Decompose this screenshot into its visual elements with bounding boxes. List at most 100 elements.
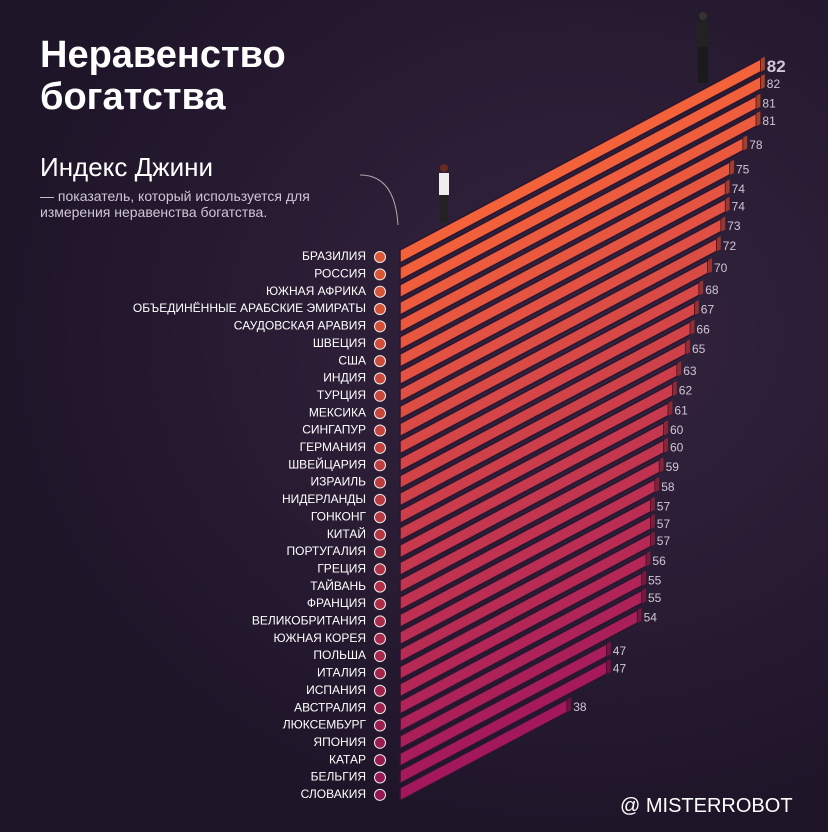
bar-end: [725, 196, 730, 212]
bar-end: [637, 607, 642, 623]
value-label: 57: [657, 534, 671, 548]
bar-end: [650, 514, 655, 530]
bar-end: [694, 299, 699, 315]
value-label: 47: [613, 644, 627, 658]
category-label: ГОНКОНГ: [311, 509, 367, 523]
value-label: 55: [648, 574, 662, 588]
value-label: 75: [736, 163, 750, 177]
bar-end: [664, 420, 668, 436]
flag: [374, 615, 386, 628]
category-label: ПОРТУГАЛИЯ: [286, 544, 366, 558]
flag: [374, 736, 386, 749]
bar-end: [650, 496, 655, 512]
category-label: ГЕРМАНИЯ: [300, 440, 366, 454]
flag: [374, 337, 386, 350]
value-label: 38: [573, 700, 587, 714]
bar-end: [655, 477, 660, 493]
bar-end: [690, 319, 695, 335]
bar-end: [730, 159, 734, 175]
bar-end: [756, 111, 761, 127]
category-label: РОССИЯ: [314, 267, 366, 281]
category-label: КИТАЙ: [327, 526, 366, 541]
value-label: 60: [670, 423, 684, 437]
bar-end: [677, 361, 682, 377]
value-label: 56: [652, 554, 666, 568]
flag: [374, 650, 386, 663]
value-label: 62: [679, 384, 693, 398]
value-label: 54: [644, 611, 658, 625]
value-label: 59: [666, 460, 680, 474]
value-label: 82: [767, 57, 786, 76]
value-label: 60: [670, 440, 684, 454]
category-label: ФРАНЦИЯ: [307, 596, 366, 610]
bar-end: [721, 216, 726, 232]
flag: [374, 389, 386, 402]
bar-end: [743, 135, 748, 151]
value-label: 63: [683, 364, 697, 378]
category-label: МЕКСИКА: [309, 405, 366, 419]
pointer: [359, 174, 399, 226]
bar-end: [642, 588, 646, 604]
flag: [374, 459, 386, 472]
flag: [374, 580, 386, 593]
flag: [374, 684, 386, 697]
category-label: ТАЙВАНЬ: [310, 578, 366, 593]
category-label: ГРЕЦИЯ: [317, 561, 366, 575]
category-label: ЮЖНАЯ АФРИКА: [266, 284, 366, 298]
category-label: БЕЛЬГИЯ: [311, 770, 366, 784]
person-small: [439, 164, 449, 223]
category-label: СИНГАПУР: [302, 423, 366, 437]
person-tall: [697, 12, 709, 83]
flag: [374, 511, 386, 524]
flag: [374, 545, 386, 558]
bar-end: [606, 641, 611, 657]
flag: [374, 407, 386, 420]
category-label: СЛОВАКИЯ: [301, 787, 366, 801]
value-label: 66: [696, 322, 710, 336]
bar-end: [646, 551, 651, 567]
value-label: 73: [727, 219, 741, 233]
category-label: АВСТРАЛИЯ: [294, 700, 366, 714]
bar-end: [642, 570, 646, 586]
value-label: 47: [613, 662, 627, 676]
flag: [374, 493, 386, 506]
value-label: 57: [657, 499, 671, 513]
value-label: 78: [749, 138, 763, 152]
flag: [374, 424, 386, 437]
bar-end: [756, 93, 761, 109]
category-label: ТУРЦИЯ: [317, 388, 366, 402]
category-label: ВЕЛИКОБРИТАНИЯ: [252, 614, 366, 628]
value-label: 82: [767, 77, 781, 91]
flag: [374, 251, 386, 263]
flag: [374, 788, 386, 801]
value-label: 72: [723, 239, 737, 253]
flag: [374, 771, 386, 784]
flag: [374, 632, 386, 645]
category-label: ИСПАНИЯ: [306, 683, 366, 697]
category-label: ПОЛЬША: [313, 648, 366, 662]
flag: [374, 702, 386, 715]
flag: [374, 303, 386, 316]
flag: [374, 441, 386, 454]
bar-end: [708, 258, 712, 274]
flag: [374, 754, 386, 767]
value-label: 58: [661, 480, 675, 494]
category-label: ШВЕЦИЯ: [313, 336, 366, 350]
flag: [374, 320, 386, 333]
value-label: 61: [674, 403, 688, 417]
flag: [374, 719, 386, 732]
flag: [374, 268, 386, 281]
category-label: НИДЕРЛАНДЫ: [282, 492, 366, 506]
value-label: 74: [732, 182, 746, 196]
value-label: 65: [692, 342, 706, 356]
flag: [374, 598, 386, 610]
bar-end: [567, 697, 572, 713]
bar-end: [686, 339, 690, 355]
bar-end: [606, 658, 611, 674]
value-label: 81: [762, 96, 776, 110]
category-label: ЮЖНАЯ КОРЕЯ: [274, 631, 366, 645]
bar-end: [672, 381, 677, 397]
value-label: 67: [701, 303, 715, 317]
